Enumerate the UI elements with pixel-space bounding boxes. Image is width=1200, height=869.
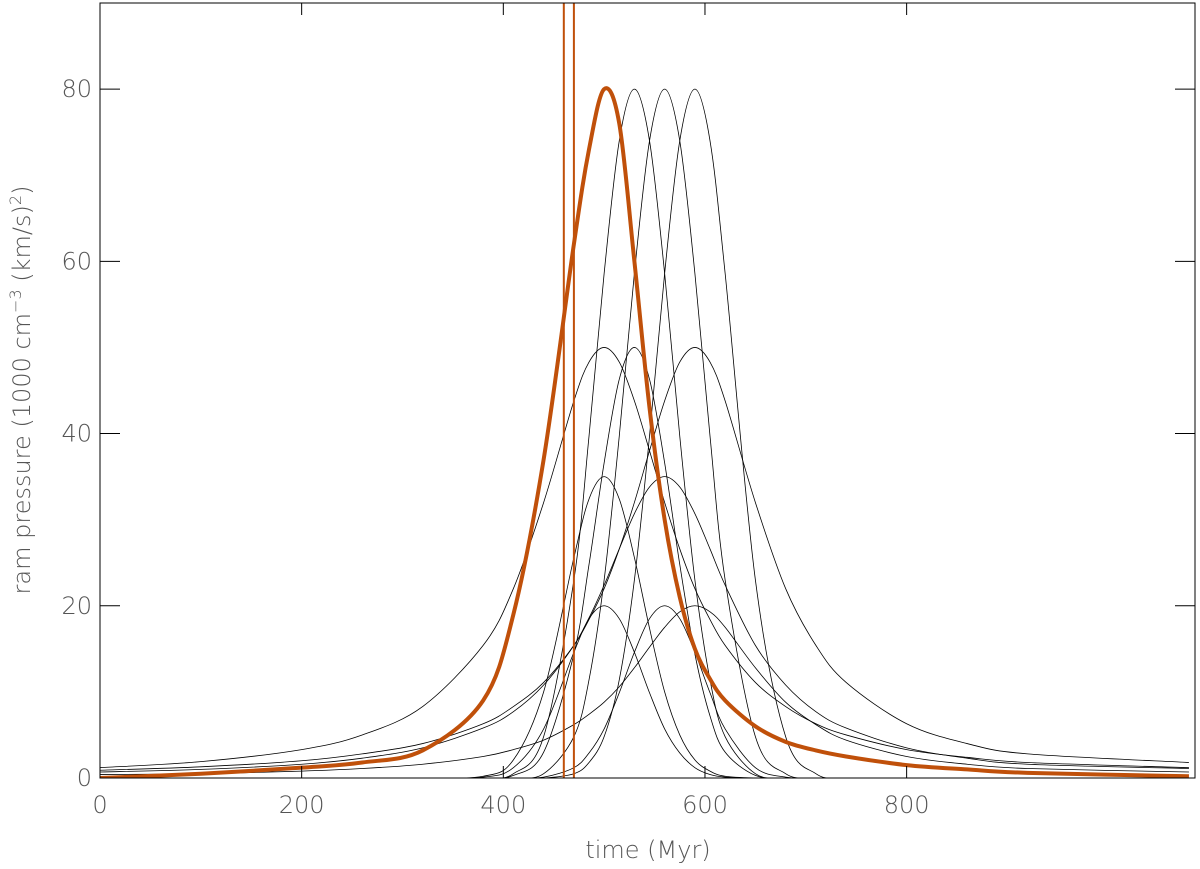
y-tick-label: 20 [61,592,92,620]
curve [100,347,1189,778]
superscript: 2 [6,195,25,205]
x-tick-label: 600 [682,791,728,819]
label-part: (km/s) [8,205,36,289]
curve [100,88,1189,778]
curve [100,88,1189,778]
curve [100,605,1189,778]
curve [100,347,1189,771]
curve [100,476,1189,773]
x-tick-label: 400 [480,791,526,819]
superscript: −3 [6,289,25,313]
plot-area [100,3,1189,778]
x-axis-label: time (Myr) [585,836,710,864]
curve [100,347,1189,769]
y-tick-label: 80 [61,75,92,103]
y-tick-label: 40 [61,420,92,448]
y-axis-label: ram pressure (1000 cm−3 (km/s)2) [6,186,36,595]
y-tick-label: 60 [61,247,92,275]
curve [100,605,1189,775]
x-tick-label: 800 [884,791,930,819]
x-tick-label: 200 [279,791,325,819]
y-tick-label: 0 [77,764,92,792]
x-tick-label: 0 [92,791,107,819]
frame [99,2,1196,779]
curve [100,86,1189,778]
label-part: ram pressure (1000 cm [8,313,36,595]
curve [100,605,1189,778]
label-part: ) [8,186,36,195]
